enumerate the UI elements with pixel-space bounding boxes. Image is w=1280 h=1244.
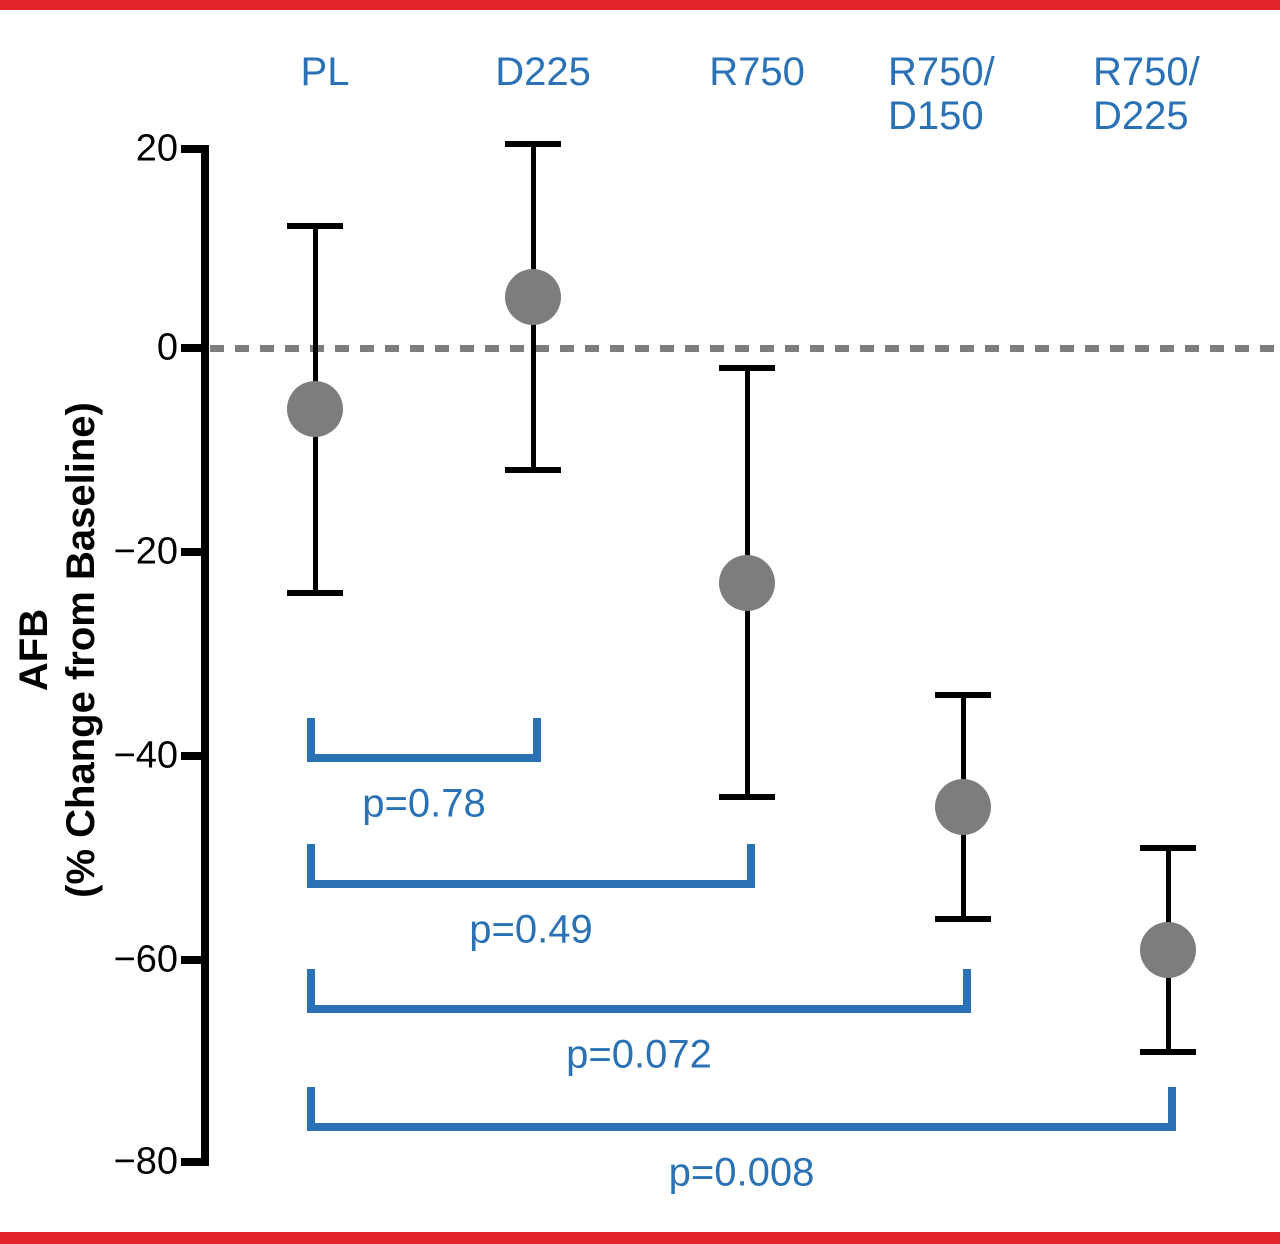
point-marker: [505, 269, 561, 325]
error-bar-cap-top: [287, 222, 343, 229]
y-axis-tick-label: −60: [113, 938, 178, 981]
p-value-label: p=0.072: [566, 1032, 712, 1077]
group-label: R750/ D225: [1093, 50, 1200, 138]
y-axis-tick-label: −40: [113, 734, 178, 777]
y-axis-tick: [181, 956, 205, 964]
point-marker: [287, 381, 343, 438]
group-label: PL: [300, 50, 350, 94]
y-axis-tick-label: 0: [156, 326, 178, 369]
error-bar-cap-top: [1140, 844, 1196, 851]
error-bar-cap-top: [935, 691, 991, 698]
zero-dashed-line: [210, 344, 1280, 352]
y-axis-tick: [181, 145, 205, 153]
group-label: D225: [495, 50, 591, 94]
top-border: [0, 0, 1280, 10]
point-marker: [1140, 921, 1196, 978]
y-axis-tick: [181, 548, 205, 556]
comparison-bracket: [307, 718, 541, 762]
y-axis-tick: [181, 1158, 205, 1166]
y-axis-tick-label: −20: [113, 530, 178, 573]
point-marker: [719, 554, 775, 611]
y-axis-tick: [181, 344, 205, 352]
error-bar-cap-bottom: [1140, 1048, 1196, 1055]
p-value-label: p=0.008: [668, 1150, 815, 1195]
error-bar-cap-bottom: [505, 467, 561, 474]
group-label: R750: [709, 50, 805, 94]
error-bar-cap-bottom: [935, 916, 991, 923]
bottom-border: [0, 1232, 1280, 1244]
comparison-bracket: [307, 844, 755, 888]
y-axis-line: [201, 145, 209, 1166]
error-bar-cap-bottom: [287, 589, 343, 596]
comparison-bracket: [307, 1087, 1176, 1131]
comparison-bracket: [307, 969, 971, 1013]
y-axis-tick-label: 20: [135, 127, 178, 170]
point-marker: [935, 779, 991, 835]
error-bar-cap-top: [719, 365, 775, 372]
y-axis-tick-label: −80: [113, 1140, 178, 1183]
p-value-label: p=0.78: [362, 781, 486, 826]
error-bar-cap-top: [505, 141, 561, 147]
group-label: R750/ D150: [888, 50, 995, 138]
p-value-label: p=0.49: [469, 907, 593, 952]
y-axis-tick: [181, 752, 205, 760]
error-bar-cap-bottom: [719, 793, 775, 800]
